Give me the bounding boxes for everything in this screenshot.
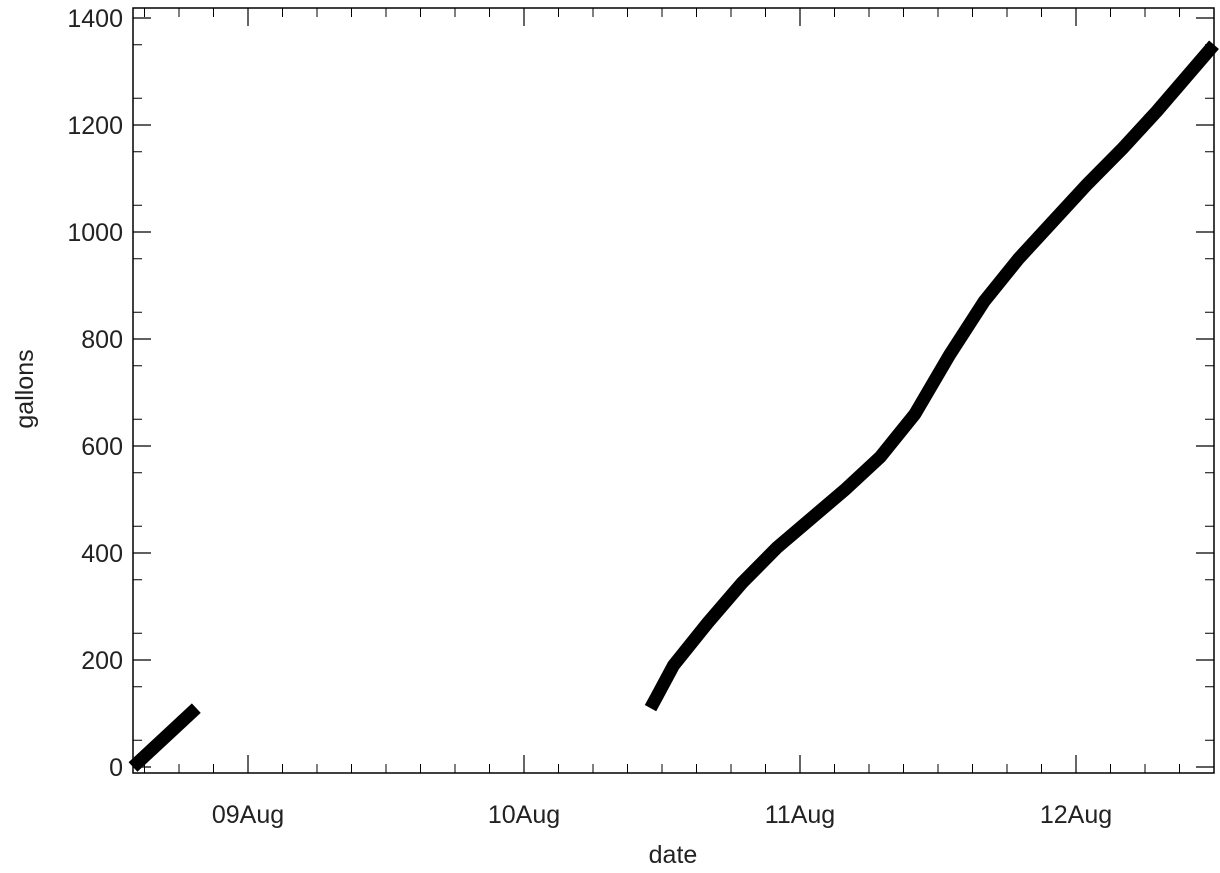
- x-tick-labels: 09Aug 10Aug 11Aug 12Aug: [212, 801, 1112, 829]
- y-tick-label: 800: [81, 326, 123, 354]
- x-tick-label: 12Aug: [1040, 801, 1112, 829]
- y-tick-labels: 0 200 400 600 800 1000 1200 1400: [67, 5, 123, 782]
- series-lines: [128, 40, 1219, 772]
- series-line-segment: [644, 40, 1219, 712]
- y-tick-label: 200: [81, 647, 123, 675]
- y-tick-label: 1400: [67, 5, 123, 33]
- axis-ticks: [133, 8, 1215, 773]
- y-tick-label: 400: [81, 540, 123, 568]
- x-tick-label: 11Aug: [765, 801, 835, 829]
- x-tick-label: 10Aug: [488, 801, 560, 829]
- y-axis-title: gallons: [11, 349, 39, 428]
- x-axis-title: date: [649, 841, 698, 869]
- y-tick-label: 1000: [67, 219, 123, 247]
- plot-frame: [132, 7, 1215, 774]
- y-tick-label: 600: [81, 433, 123, 461]
- x-tick-label: 09Aug: [212, 801, 284, 829]
- series-line-segment: [128, 703, 201, 772]
- y-tick-label: 1200: [67, 112, 123, 140]
- y-tick-label: 0: [109, 754, 123, 782]
